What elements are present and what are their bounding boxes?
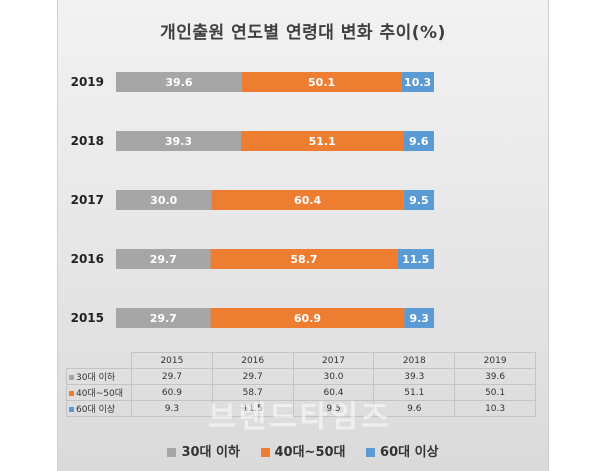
table-year-header: 2019 [454,352,536,369]
legend-label: 60대 이상 [380,445,439,460]
legend-key-30 [69,375,74,380]
data-label: 39.3 [165,135,192,148]
legend-key-60 [69,407,74,412]
y-axis-label: 2016 [71,252,104,266]
legend-key-40 [69,391,74,396]
bar-segment [116,308,211,328]
table-year-header: 2018 [373,352,456,369]
table-row: 30대 이하 29.7 29.7 30.0 39.3 39.6 [66,368,536,385]
data-label: 9.6 [409,135,429,148]
bar-segment [403,131,434,151]
chart-panel: 개인출원 연도별 연령대 변화 추이(%) 2019 39.6 50.1 10.3 20… [57,0,549,471]
bar-segment [241,72,402,92]
y-axis-label: 2019 [71,75,104,89]
table-cell: 50.1 [454,384,536,401]
legend-item: 60대 이상 [366,441,439,460]
table-corner [66,352,132,369]
table-cell: 10.3 [454,400,536,417]
data-label: 51.1 [309,135,336,148]
table-cell: 30.0 [292,368,375,385]
stacked-bar-chart: 2019 39.6 50.1 10.3 2018 39.3 51.1 9.6 2017 30.0 6… [71,72,434,328]
bar-segment [240,131,404,151]
bar-segment [210,249,398,269]
table-row: 40대~50대 60.9 58.7 60.4 51.1 50.1 [66,384,536,401]
table-row-head: 30대 이하 [66,368,132,385]
data-label: 11.5 [402,253,429,266]
bar-segment [403,190,434,210]
table-row-head: 60대 이상 [66,400,132,417]
table-cell: 39.6 [454,368,536,385]
data-label: 60.4 [294,194,321,207]
data-label: 29.7 [150,253,177,266]
bar-segment [401,72,434,92]
legend-swatch-40 [260,448,270,457]
bar-segment [116,249,211,269]
bar-segment [211,190,404,210]
chart-title: 개인출원 연도별 연령대 변화 추이(%) [160,23,446,43]
data-label: 29.7 [150,312,177,325]
legend-item: 30대 이하 [167,441,240,460]
table-row-label: 30대 이하 [76,373,116,383]
table-year-header: 2017 [292,352,375,369]
legend-swatch-60 [366,448,376,457]
table-cell: 9.3 [131,400,213,417]
table-header-row: 2015 2016 2017 2018 2019 [66,352,536,369]
table-cell: 9.5 [292,400,375,417]
legend-item: 40대~50대 [260,441,346,460]
data-label: 10.3 [404,76,431,89]
bar-segment [116,190,212,210]
table-year-header: 2015 [131,352,213,369]
data-label: 58.7 [290,253,317,266]
y-axis-label: 2017 [71,193,104,207]
y-axis-label: 2015 [71,311,104,325]
table-cell: 29.7 [211,368,294,385]
bar-segment [116,131,241,151]
table-cell: 11.5 [211,400,294,417]
legend-swatch-30 [167,448,177,457]
data-label: 30.0 [150,194,177,207]
table-cell: 39.3 [373,368,456,385]
data-label: 9.5 [409,194,429,207]
chart-legend: 30대 이하 40대~50대 60대 이상 [58,441,548,460]
table-year-header: 2016 [211,352,294,369]
legend-label: 40대~50대 [274,445,346,460]
table-row: 60대 이상 9.3 11.5 9.5 9.6 10.3 [66,400,536,417]
y-axis-label: 2018 [71,134,104,148]
data-label: 50.1 [308,76,335,89]
table-row-label: 40대~50대 [76,389,124,399]
table-cell: 60.9 [131,384,213,401]
bar-segment [116,72,242,92]
table-cell: 29.7 [131,368,213,385]
data-label: 60.9 [294,312,321,325]
data-table: 2015 2016 2017 2018 2019 30대 이하 29.7 29.… [66,352,536,417]
table-row-label: 60대 이상 [76,405,116,415]
data-label: 9.3 [409,312,429,325]
bar-segment [210,308,405,328]
table-row-head: 40대~50대 [66,384,132,401]
legend-label: 30대 이하 [181,445,240,460]
bar-segment [404,308,434,328]
data-label: 39.6 [165,76,192,89]
bar-segment [397,249,434,269]
watermark-text: 브랜드타임즈 [208,400,392,435]
